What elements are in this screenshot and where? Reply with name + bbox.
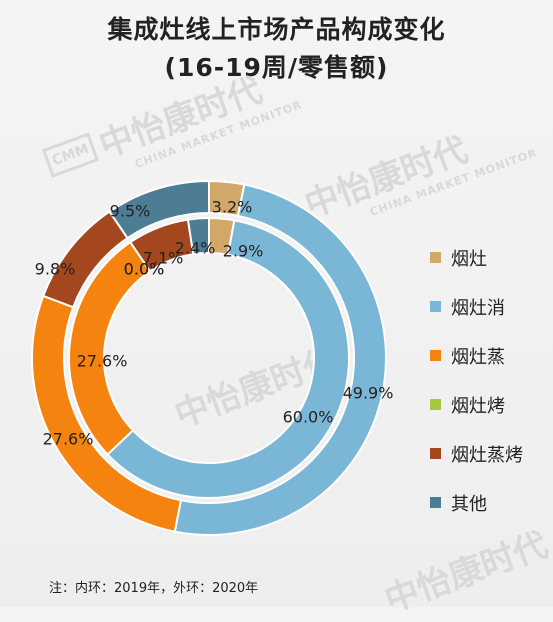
- legend-item-0: 烟灶: [430, 233, 523, 282]
- legend-item-1: 烟灶消: [430, 282, 523, 331]
- legend-swatch-2: [430, 350, 441, 361]
- data-labels: 2.9% 60.0% 27.6% 0.0%7.1%2.4% 3.2% 49.9% 27.6%…: [35, 198, 394, 449]
- legend-item-4: 烟灶蒸烤: [430, 429, 523, 478]
- chart-title: 集成灶线上市场产品构成变化: [107, 15, 446, 44]
- outer-slice-1: [173, 183, 387, 536]
- legend-item-2: 烟灶蒸: [430, 331, 523, 380]
- outer-label-4: 9.8%: [35, 260, 76, 279]
- inner-ring: [68, 216, 350, 499]
- inner-label-1: 60.0%: [283, 408, 334, 427]
- legend-swatch-4: [430, 448, 441, 459]
- outer-label-5: 9.5%: [110, 202, 151, 221]
- inner-label-0: 2.9%: [223, 242, 264, 261]
- legend-swatch-1: [430, 301, 441, 312]
- inner-label-3: 0.0%: [124, 260, 165, 279]
- chart-legend: 烟灶烟灶消烟灶蒸烟灶烤烟灶蒸烤其他: [430, 233, 523, 527]
- outer-label-0: 3.2%: [212, 198, 253, 217]
- outer-ring: [31, 179, 387, 536]
- chart-subtitle: (16-19周/零售额): [164, 53, 389, 82]
- outer-label-1: 49.9%: [343, 384, 394, 403]
- legend-label-0: 烟灶: [451, 248, 487, 270]
- legend-label-3: 烟灶烤: [451, 395, 505, 417]
- inner-label-2: 27.6%: [77, 352, 128, 371]
- legend-label-2: 烟灶蒸: [451, 346, 505, 368]
- legend-swatch-5: [430, 497, 441, 508]
- inner-slice-5: [186, 216, 210, 256]
- legend-swatch-0: [430, 252, 441, 263]
- legend-swatch-3: [430, 399, 441, 410]
- legend-label-5: 其他: [451, 493, 487, 515]
- outer-label-3: 0.0%: [124, 260, 165, 279]
- legend-label-1: 烟灶消: [451, 297, 505, 319]
- outer-label-2: 27.6%: [43, 430, 94, 449]
- inner-label-4: 7.1%: [143, 249, 184, 268]
- inner-label-5: 2.4%: [175, 239, 216, 258]
- legend-item-5: 其他: [430, 478, 523, 527]
- legend-item-3: 烟灶烤: [430, 380, 523, 429]
- outer-slice-5: [108, 179, 210, 240]
- footnote: 注：内环：2019年，外环：2020年: [49, 581, 259, 596]
- inner-slice-1: [106, 219, 350, 499]
- donut-chart: 2.9% 60.0% 27.6% 0.0%7.1%2.4% 3.2% 49.9% 27.6%…: [31, 179, 394, 536]
- legend-label-4: 烟灶蒸烤: [451, 444, 523, 466]
